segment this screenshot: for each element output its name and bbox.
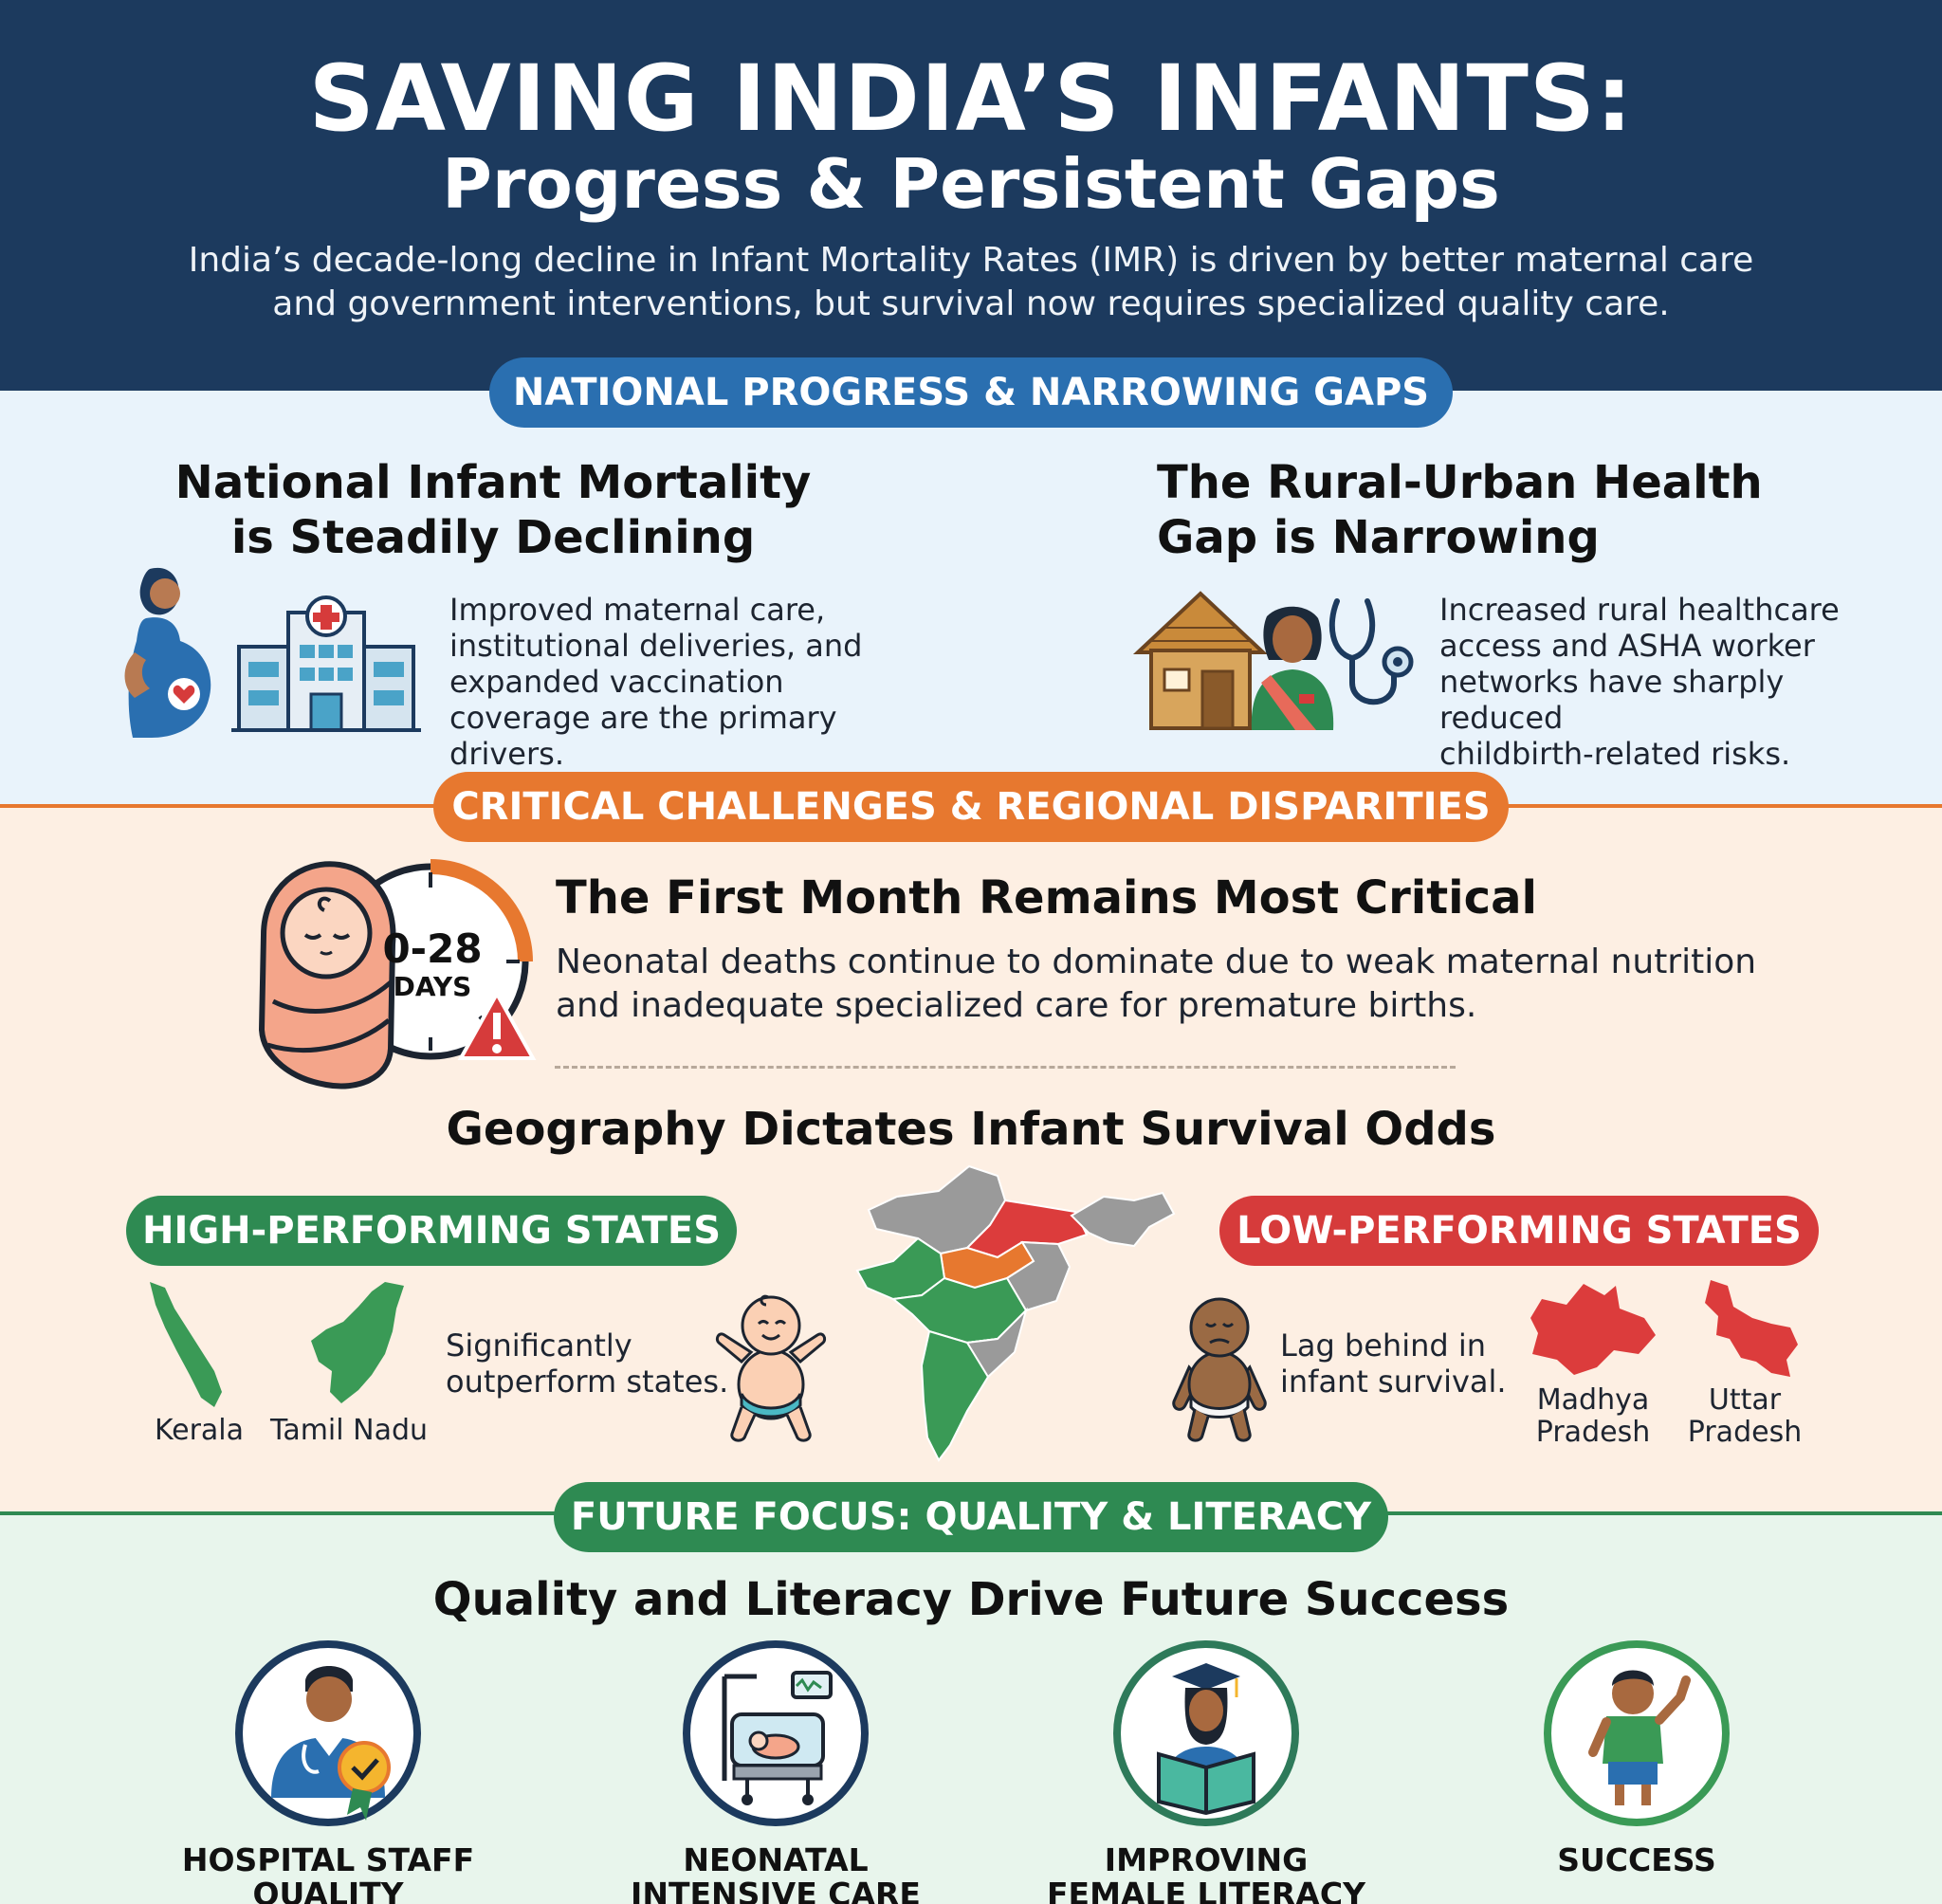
stethoscope-icon — [1328, 598, 1414, 705]
low-text-line: infant survival. — [1280, 1364, 1507, 1400]
india-map-icon — [855, 1164, 1176, 1462]
pregnant-woman-icon — [124, 567, 211, 738]
label-line: QUALITY — [252, 1876, 404, 1904]
asha-worker-icon — [1251, 606, 1334, 730]
neonatal-intensive-care-label: NEONATAL INTENSIVE CARE — [614, 1843, 937, 1904]
neonatal-incubator-icon — [683, 1640, 869, 1826]
kerala-map-icon — [150, 1282, 222, 1407]
state-label-madhya-pradesh: Madhya Pradesh — [1517, 1384, 1669, 1449]
label-line: IMPROVING — [1104, 1841, 1309, 1878]
state-label-line: Madhya — [1536, 1383, 1650, 1417]
happy-baby-icon — [715, 1294, 827, 1442]
village-hut-icon — [1132, 591, 1269, 730]
first-month-text-line: Neonatal deaths continue to dominate due… — [556, 943, 1757, 981]
national-mortality-title-line1: National Infant Mortality — [174, 456, 812, 509]
first-month-text-line: and inadequate specialized care for prem… — [556, 986, 1477, 1025]
national-text-line: institutional deliveries, and — [449, 628, 863, 664]
improving-female-literacy-label: IMPROVING FEMALE LITERACY — [1045, 1843, 1367, 1904]
clock-unit-text: DAYS — [393, 971, 472, 1002]
label-line: FEMALE LITERACY — [1047, 1876, 1365, 1904]
state-label-line: Pradesh — [1535, 1416, 1651, 1449]
hospital-staff-icon — [235, 1640, 421, 1826]
uttar-pradesh-map-icon — [1705, 1280, 1798, 1377]
rural-urban-title: The Rural-Urban Health Gap is Narrowing — [1157, 455, 1821, 565]
low-performing-text: Lag behind in infant survival. — [1280, 1327, 1527, 1400]
first-month-title: The First Month Remains Most Critical — [556, 871, 1537, 925]
state-label-kerala: Kerala — [154, 1414, 245, 1447]
national-mortality-title-line2: is Steadily Declining — [230, 511, 756, 564]
intro-text: India’s decade-long decline in Infant Mo… — [188, 241, 1754, 323]
newborn-clock-icon — [258, 859, 537, 1089]
state-label-line: Pradesh — [1687, 1416, 1803, 1449]
hospital-icon — [231, 595, 421, 732]
low-performing-pill: LOW-PERFORMING STATES — [1219, 1196, 1819, 1266]
female-literacy-icon — [1113, 1640, 1299, 1826]
high-performing-pill: HIGH-PERFORMING STATES — [126, 1196, 737, 1266]
success-label: SUCCESS — [1475, 1843, 1798, 1877]
national-text-line: coverage are the primary drivers. — [449, 700, 837, 772]
label-line: SUCCESS — [1557, 1841, 1716, 1878]
label-line: INTENSIVE CARE — [631, 1876, 921, 1904]
rural-urban-text: Increased rural healthcare access and AS… — [1439, 592, 1914, 772]
madhya-pradesh-map-icon — [1530, 1284, 1656, 1375]
page-title: SAVING INDIA’S INFANTS: — [308, 46, 1634, 152]
first-month-text: Neonatal deaths continue to dominate due… — [556, 941, 1883, 1028]
high-performing-text: Significantly outperform states. — [446, 1327, 730, 1400]
header-banner: SAVING INDIA’S INFANTS: Progress & Persi… — [0, 0, 1942, 391]
high-text-line: outperform states. — [446, 1364, 729, 1400]
dashed-divider — [555, 1066, 1456, 1069]
rural-text-line: Increased rural healthcare — [1439, 592, 1840, 628]
label-line: HOSPITAL STAFF — [181, 1841, 475, 1878]
national-mortality-title: National Infant Mortality is Steadily De… — [142, 455, 844, 565]
state-label-tamil-nadu: Tamil Nadu — [269, 1414, 429, 1447]
section-pill-challenges: CRITICAL CHALLENGES & REGIONAL DISPARITI… — [433, 772, 1509, 842]
page-subtitle: Progress & Persistent Gaps — [442, 144, 1500, 224]
tamil-nadu-map-icon — [311, 1282, 404, 1403]
state-label-line: Uttar — [1708, 1383, 1782, 1417]
low-text-line: Lag behind in — [1280, 1327, 1487, 1364]
rural-text-line: childbirth-related risks. — [1439, 736, 1791, 772]
national-text-line: expanded vaccination — [449, 664, 784, 700]
geography-title: Geography Dictates Infant Survival Odds — [446, 1103, 1496, 1156]
future-title: Quality and Literacy Drive Future Succes… — [432, 1573, 1510, 1626]
national-text-line: Improved maternal care, — [449, 592, 826, 628]
clock-range-text: 0-28 — [382, 925, 483, 972]
rural-text-line: access and ASHA worker — [1439, 628, 1815, 664]
sad-baby-icon — [1172, 1297, 1267, 1442]
section-pill-national: NATIONAL PROGRESS & NARROWING GAPS — [489, 357, 1453, 428]
section-pill-future: FUTURE FOCUS: QUALITY & LITERACY — [554, 1482, 1388, 1552]
success-child-icon — [1544, 1640, 1730, 1826]
rural-urban-title-line1: The Rural-Urban Health — [1157, 456, 1763, 509]
national-mortality-text: Improved maternal care, institutional de… — [449, 592, 943, 772]
hospital-staff-quality-label: HOSPITAL STAFF QUALITY — [167, 1843, 489, 1904]
high-text-line: Significantly — [446, 1327, 632, 1364]
state-label-uttar-pradesh: Uttar Pradesh — [1669, 1384, 1821, 1449]
rural-text-line: networks have sharply reduced — [1439, 664, 1785, 736]
rural-urban-title-line2: Gap is Narrowing — [1157, 511, 1600, 564]
label-line: NEONATAL — [683, 1841, 869, 1878]
